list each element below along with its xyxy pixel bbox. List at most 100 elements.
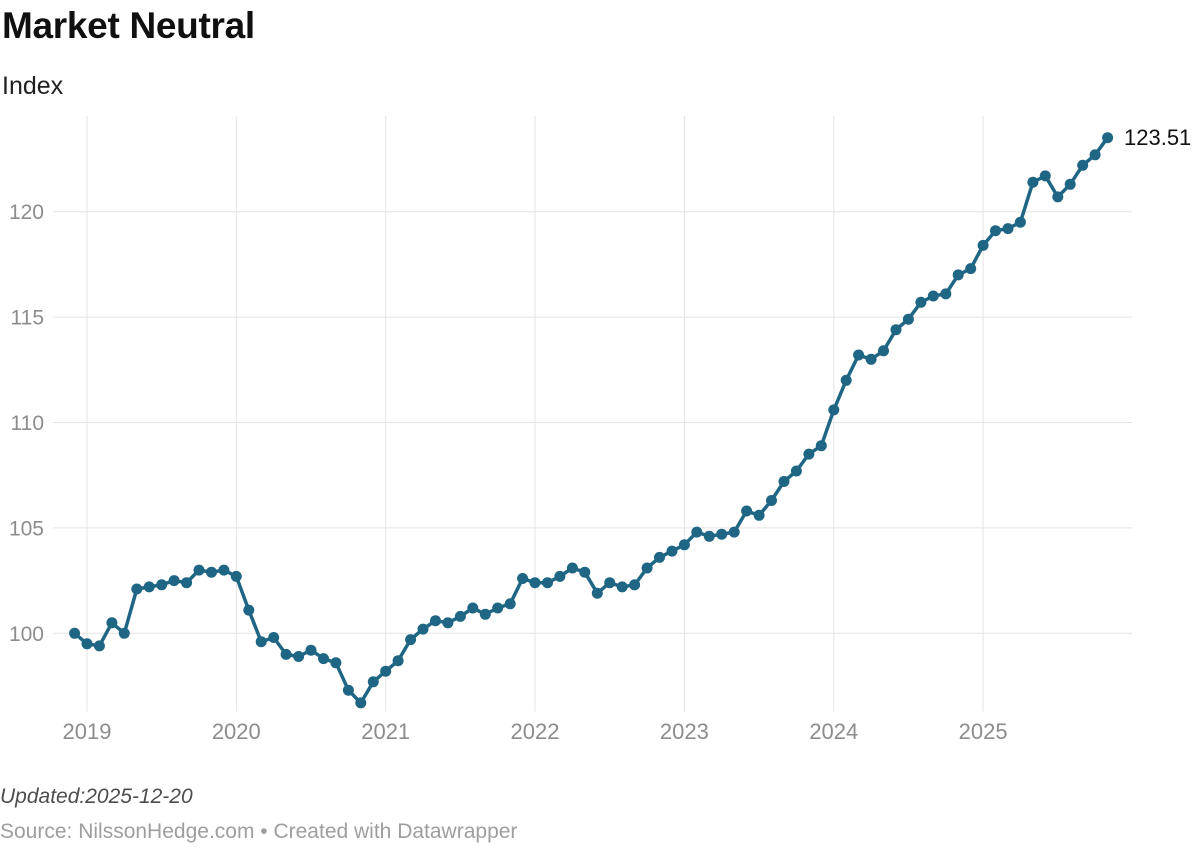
data-point bbox=[143, 581, 155, 593]
data-point bbox=[517, 573, 529, 584]
x-axis-tick-label: 2022 bbox=[511, 719, 560, 744]
data-point bbox=[666, 545, 678, 557]
data-point bbox=[691, 526, 703, 538]
index-line bbox=[72, 135, 1110, 705]
y-axis-tick-label: 115 bbox=[11, 307, 44, 330]
data-point bbox=[118, 627, 130, 639]
y-axis-tick-label: 105 bbox=[9, 517, 44, 540]
data-point bbox=[865, 353, 877, 365]
data-point bbox=[915, 296, 927, 308]
data-point bbox=[766, 495, 777, 506]
y-axis-tick-label: 110 bbox=[11, 412, 44, 435]
data-point bbox=[977, 239, 989, 251]
data-point bbox=[93, 640, 105, 652]
data-point bbox=[890, 324, 902, 336]
data-point bbox=[156, 579, 168, 591]
data-point bbox=[504, 598, 516, 610]
y-axis-tick-label: 120 bbox=[9, 201, 44, 224]
data-point bbox=[380, 665, 392, 677]
data-point bbox=[678, 539, 690, 551]
data-point bbox=[753, 509, 765, 521]
data-point bbox=[255, 636, 267, 648]
data-point bbox=[840, 374, 852, 386]
data-point bbox=[902, 313, 914, 325]
data-point bbox=[654, 551, 665, 563]
chart-title: Market Neutral bbox=[2, 5, 255, 46]
data-point bbox=[342, 684, 354, 696]
data-point bbox=[330, 657, 342, 669]
data-point bbox=[454, 610, 466, 622]
end-value-label: 123.51 bbox=[1124, 125, 1192, 150]
chart-svg: 100 105 110 115 120 2019 2020 2021 2022 2023 2024 2… bbox=[9, 116, 1132, 744]
data-point bbox=[554, 570, 566, 582]
source-line: Source: NilssonHedge.com • Created with … bbox=[0, 820, 518, 843]
data-point bbox=[168, 575, 180, 587]
data-point bbox=[1002, 223, 1014, 235]
data-point bbox=[566, 562, 578, 574]
x-axis-tick-label: 2025 bbox=[959, 719, 1008, 744]
data-point bbox=[479, 608, 491, 620]
data-point bbox=[131, 583, 143, 595]
x-axis-tick-label: 2024 bbox=[809, 719, 858, 744]
data-point bbox=[778, 476, 790, 487]
chart-subtitle: Index bbox=[2, 72, 64, 100]
data-point bbox=[69, 627, 81, 639]
data-point bbox=[1039, 170, 1051, 182]
data-point bbox=[492, 602, 504, 614]
x-axis-tick-label: 2020 bbox=[212, 719, 261, 744]
data-point bbox=[703, 530, 715, 542]
data-point bbox=[616, 581, 628, 593]
data-point bbox=[367, 676, 379, 688]
data-point bbox=[193, 564, 205, 576]
updated-date: Updated:2025-12-20 bbox=[0, 785, 193, 808]
data-point bbox=[629, 579, 641, 591]
data-point bbox=[81, 638, 93, 650]
data-point bbox=[790, 465, 802, 477]
data-point bbox=[579, 566, 591, 578]
data-point bbox=[529, 577, 541, 589]
data-point bbox=[952, 269, 964, 281]
data-point bbox=[1027, 176, 1039, 188]
data-point bbox=[355, 697, 367, 709]
data-point bbox=[1102, 132, 1114, 144]
data-point bbox=[417, 623, 429, 635]
data-point bbox=[604, 577, 616, 589]
data-point bbox=[318, 653, 329, 665]
x-axis-tick-label: 2023 bbox=[660, 719, 709, 744]
data-point bbox=[206, 566, 217, 578]
data-point bbox=[430, 615, 441, 627]
data-point bbox=[927, 290, 939, 302]
data-point bbox=[230, 570, 242, 582]
data-point bbox=[1077, 159, 1089, 171]
data-point bbox=[990, 225, 1001, 237]
data-point bbox=[392, 655, 404, 667]
data-point bbox=[1064, 178, 1076, 190]
data-point bbox=[218, 564, 230, 576]
data-point bbox=[728, 526, 740, 538]
data-point bbox=[1014, 216, 1026, 228]
data-point bbox=[268, 632, 280, 643]
data-point bbox=[280, 648, 292, 660]
data-point bbox=[106, 617, 118, 629]
data-point bbox=[940, 288, 952, 300]
data-point bbox=[716, 528, 728, 540]
data-point bbox=[878, 345, 889, 357]
data-point bbox=[803, 448, 815, 460]
data-point bbox=[965, 263, 977, 275]
data-point bbox=[853, 349, 865, 361]
data-point bbox=[243, 604, 255, 616]
data-point bbox=[442, 617, 454, 629]
data-point bbox=[1052, 191, 1064, 203]
data-point bbox=[815, 440, 827, 452]
data-point bbox=[1089, 149, 1101, 161]
data-point bbox=[293, 651, 305, 662]
data-point bbox=[405, 634, 417, 646]
data-point bbox=[305, 644, 317, 656]
x-axis-tick-label: 2019 bbox=[63, 719, 112, 744]
y-axis-tick-label: 100 bbox=[9, 623, 44, 646]
data-point bbox=[181, 577, 193, 589]
data-point bbox=[591, 587, 603, 599]
x-axis-tick-label: 2021 bbox=[361, 719, 410, 744]
data-point bbox=[828, 404, 840, 416]
